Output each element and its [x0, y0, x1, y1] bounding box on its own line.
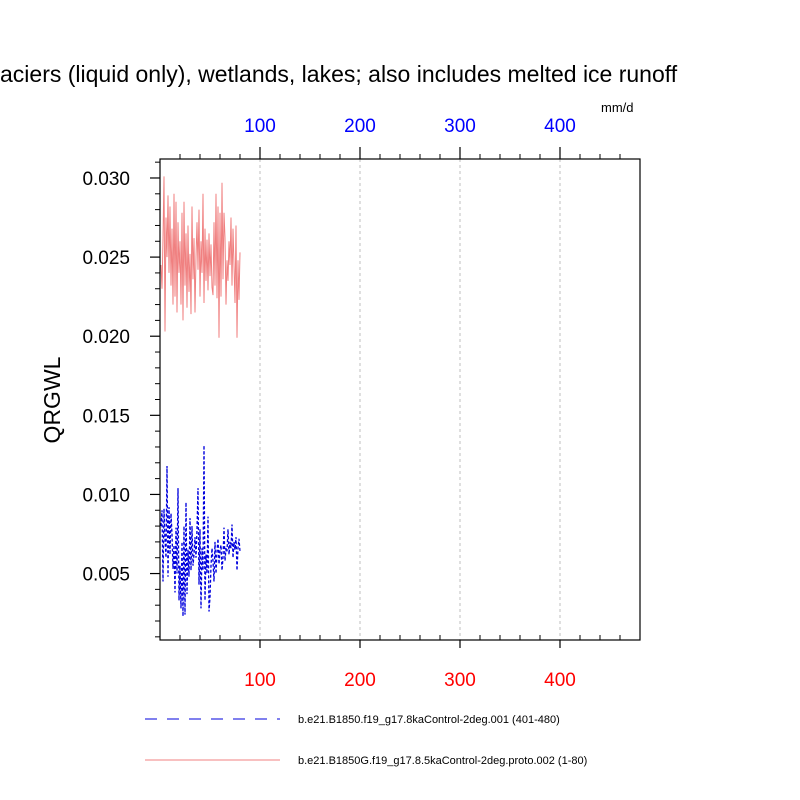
x-bottom-tick-label: 100	[244, 670, 276, 691]
x-bottom-tick-label: 300	[444, 670, 476, 691]
y-axis-label: QRGWL	[39, 356, 65, 443]
x-top-tick-label: 200	[344, 116, 376, 137]
grid	[259, 159, 561, 640]
x-top-tick-label: 400	[544, 116, 576, 137]
legend-label-1: b.e21.B1850.f19_g17.8kaControl-2deg.001 …	[298, 714, 560, 726]
y-tick-label: 0.010	[82, 485, 130, 506]
top-axis-unit: mm/d	[601, 100, 634, 115]
series-line-1	[160, 445, 241, 617]
y-tick-label: 0.015	[82, 406, 130, 427]
series-line-2	[160, 176, 241, 338]
legend-label-2: b.e21.B1850G.f19_g17.8.5kaControl-2deg.p…	[298, 755, 587, 767]
plot-area	[160, 176, 241, 617]
legend: b.e21.B1850.f19_g17.8kaControl-2deg.001 …	[145, 714, 587, 767]
axis-ticks: 100 100 200 200 300 300 400 400 0.005 0.010 0.015 0…	[82, 116, 621, 691]
y-tick-label: 0.020	[82, 327, 130, 348]
x-bottom-tick-label: 200	[344, 670, 376, 691]
chart-title: aciers (liquid only), wetlands, lakes; a…	[0, 61, 678, 87]
y-tick-label: 0.025	[82, 248, 130, 269]
x-top-tick-label: 300	[444, 116, 476, 137]
x-top-tick-label: 100	[244, 116, 276, 137]
plot-frame	[159, 158, 641, 641]
y-tick-label: 0.005	[82, 565, 130, 586]
x-bottom-tick-label: 400	[544, 670, 576, 691]
y-tick-label: 0.030	[82, 169, 130, 190]
